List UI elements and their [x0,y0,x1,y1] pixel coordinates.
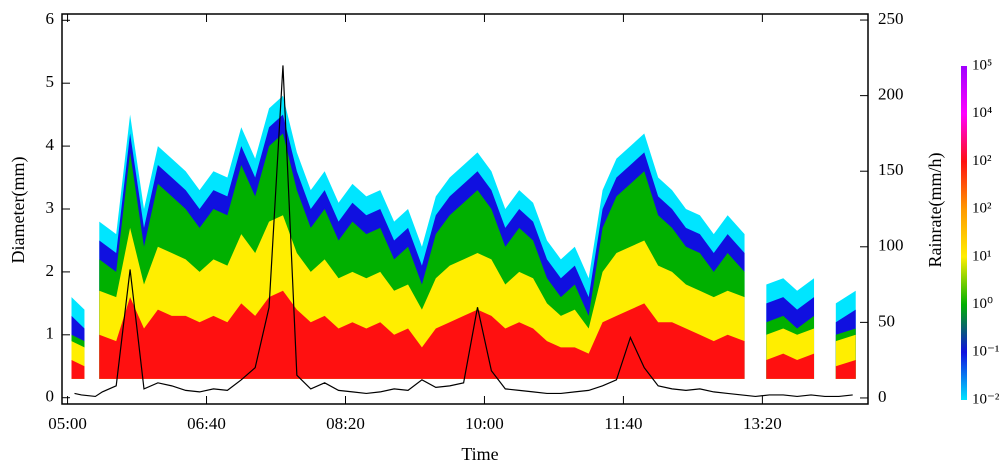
x-tick-label: 05:00 [48,414,87,433]
y2-tick-label: 200 [878,85,904,104]
y-tick-label: 3 [46,198,55,217]
y-tick-label: 2 [46,261,55,280]
spectrum-band [71,359,85,379]
spectrum-band [99,290,745,379]
colorbar [961,66,967,400]
colorbar-label: 10⁻² [972,391,1000,407]
y-tick-label: 1 [46,324,55,343]
y2-tick-label: 50 [878,311,895,330]
x-tick-label: 06:40 [187,414,226,433]
colorbar-label: 10² [972,153,992,169]
y-tick-label: 0 [46,387,55,406]
rainrate-line [74,65,853,398]
spectrum-band [766,353,815,379]
x-tick-label: 11:40 [604,414,642,433]
x-axis-title: Time [461,444,498,464]
x-tick-label: 10:00 [465,414,504,433]
y2-tick-label: 0 [878,387,887,406]
colorbar-label: 10⁰ [972,296,993,312]
x-tick-label: 13:20 [743,414,782,433]
colorbar-label: 10⁻¹ [972,344,999,360]
y-tick-label: 5 [46,72,55,91]
y2-tick-label: 100 [878,236,904,255]
spectrum-band [835,359,856,379]
y2-axis-title: Rainrate(mm/h) [925,153,946,268]
y2-tick-label: 250 [878,9,904,28]
colorbar-label: 10⁴ [972,105,992,121]
colorbar-label: 10¹ [972,248,992,264]
x-tick-label: 08:20 [326,414,365,433]
colorbar-label: 10² [972,201,992,217]
y-axis-title: Diameter(mm) [8,157,29,264]
plot-area [71,65,856,398]
colorbar-label: 10⁵ [972,57,992,73]
y-tick-label: 6 [46,9,55,28]
y2-tick-label: 150 [878,160,904,179]
y-tick-label: 4 [46,135,55,154]
